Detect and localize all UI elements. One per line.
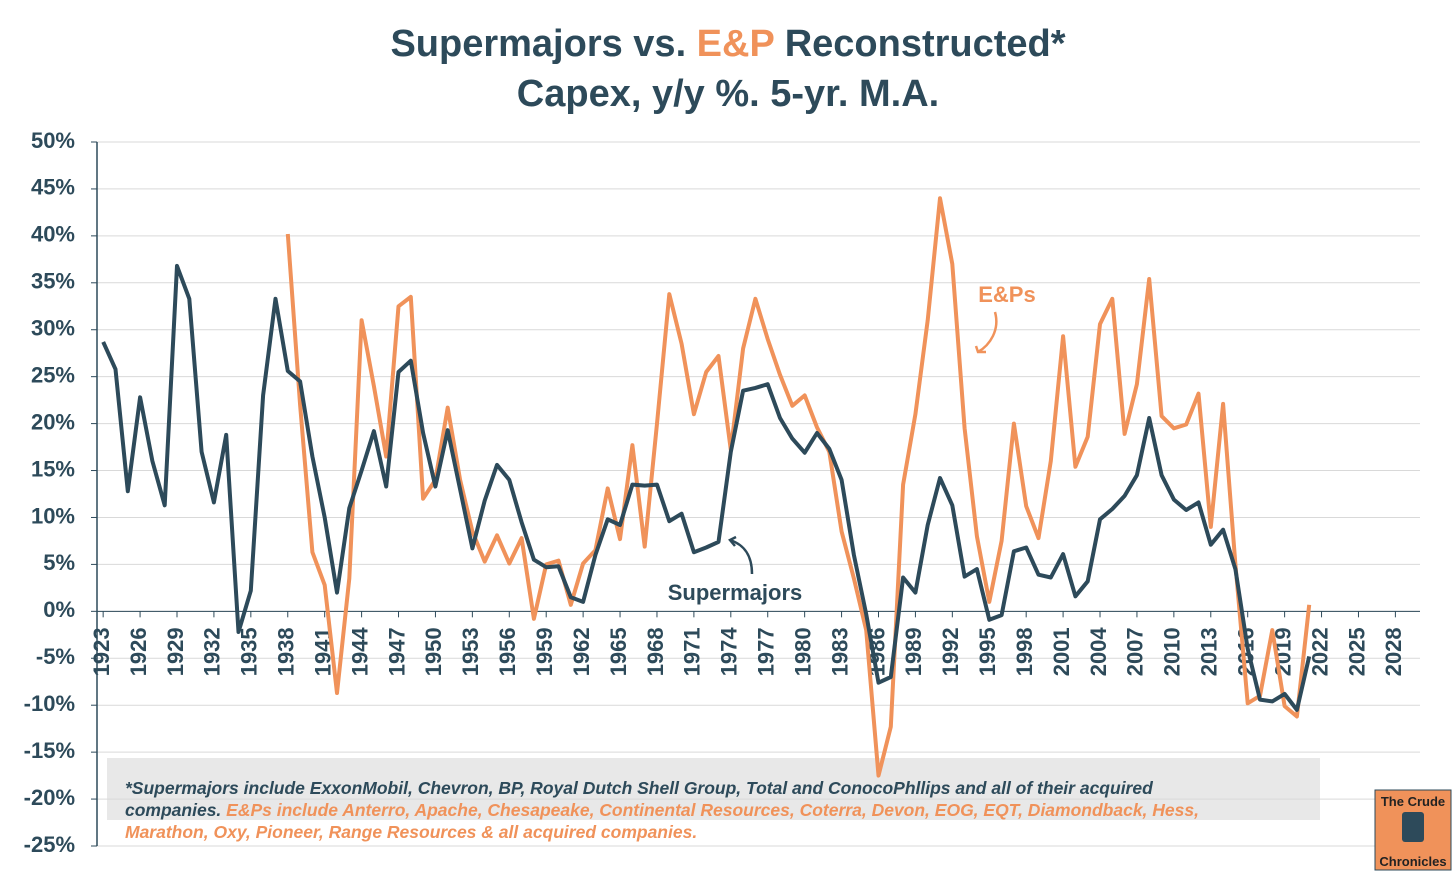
x-tick-label: 1959 xyxy=(532,627,557,676)
footnote-part: *Supermajors include ExxonMobil, Chevron… xyxy=(125,778,1153,798)
y-tick-label: 45% xyxy=(31,175,75,200)
x-tick-label: 1944 xyxy=(347,627,372,677)
footnote-part: E&Ps include Anterro, Apache, Chesapeake… xyxy=(221,800,1199,820)
chart-subtitle: Capex, y/y %. 5-yr. M.A. xyxy=(517,73,939,115)
x-tick-label: 2004 xyxy=(1086,627,1111,677)
x-tick-label: 1971 xyxy=(680,627,705,676)
logo-text: Chronicles xyxy=(1379,854,1446,869)
y-tick-label: 40% xyxy=(31,222,75,247)
y-tick-label: 50% xyxy=(31,128,75,153)
x-tick-label: 1989 xyxy=(901,627,926,676)
x-tick-label: 1965 xyxy=(606,627,631,676)
y-tick-label: 30% xyxy=(31,316,75,341)
footnote-line: companies. E&Ps include Anterro, Apache,… xyxy=(125,800,1199,820)
annotation-arrowhead xyxy=(728,535,737,547)
annotation: Supermajors xyxy=(668,580,803,605)
x-tick-label: 1956 xyxy=(495,627,520,676)
footnote-line: Marathon, Oxy, Pioneer, Range Resources … xyxy=(125,822,697,842)
y-tick-label: 15% xyxy=(31,456,75,481)
x-tick-label: 1998 xyxy=(1012,627,1037,676)
footnote-line: *Supermajors include ExxonMobil, Chevron… xyxy=(125,778,1153,798)
x-tick-label: 1923 xyxy=(89,627,114,676)
x-tick-label: 1938 xyxy=(274,627,299,676)
x-tick-label: 1947 xyxy=(384,627,409,676)
x-tick-label: 2007 xyxy=(1123,627,1148,676)
x-tick-label: 1977 xyxy=(754,627,779,676)
x-tick-label: 1974 xyxy=(717,627,742,677)
x-tick-label: 1995 xyxy=(975,627,1000,676)
x-tick-label: 1929 xyxy=(163,627,188,676)
title-part: E&P xyxy=(686,23,774,65)
x-tick-label: 1953 xyxy=(458,627,483,676)
footnote-box xyxy=(107,758,1320,820)
x-tick-label: 1968 xyxy=(643,627,668,676)
annotation-arrowhead xyxy=(974,345,986,354)
x-tick-label: 2025 xyxy=(1344,627,1369,676)
x-tick-label: 1950 xyxy=(421,627,446,676)
series-line xyxy=(285,196,1312,778)
annotation-arrow xyxy=(977,311,998,354)
footnote-part: companies. xyxy=(125,800,221,820)
y-tick-label: 10% xyxy=(31,503,75,528)
x-tick-label: 1926 xyxy=(126,627,151,676)
title-part: Supermajors vs. xyxy=(390,23,686,65)
x-tick-label: 1992 xyxy=(938,627,963,676)
x-tick-label: 2010 xyxy=(1160,627,1185,676)
y-tick-label: 5% xyxy=(43,550,75,575)
annotation-arrow xyxy=(729,538,754,575)
y-tick-label: 25% xyxy=(31,362,75,387)
x-tick-label: 2001 xyxy=(1049,627,1074,676)
logo-text: The Crude xyxy=(1381,794,1445,809)
footnote: *Supermajors include ExxonMobil, Chevron… xyxy=(125,778,1199,842)
footnote-part: Marathon, Oxy, Pioneer, Range Resources … xyxy=(125,822,697,842)
y-tick-label: -10% xyxy=(24,691,75,716)
plot: 50% 45% 40% 35% 30% 25% 20% 15% 10% 5% 0% -5% -10% -1… xyxy=(24,128,1420,857)
y-tick-label: -20% xyxy=(24,785,75,810)
chart-title: Supermajors vs. E&P Reconstructed* xyxy=(390,23,1065,65)
x-tick-label: 1980 xyxy=(790,627,815,676)
title-part: Reconstructed* xyxy=(774,23,1066,65)
title-group: Supermajors vs. E&P Reconstructed* xyxy=(390,23,1065,65)
x-tick-label: 2028 xyxy=(1381,627,1406,676)
y-tick-label: 0% xyxy=(43,597,75,622)
x-tick-label: 1962 xyxy=(569,627,594,676)
y-tick-label: -15% xyxy=(24,738,75,763)
y-tick-label: 35% xyxy=(31,269,75,294)
logo-barrel xyxy=(1402,812,1424,842)
x-tick-label: 1935 xyxy=(237,627,262,676)
x-tick-label: 1983 xyxy=(827,627,852,676)
annotation: E&Ps xyxy=(978,282,1035,307)
x-tick-label: 2022 xyxy=(1307,627,1332,676)
series-line xyxy=(101,263,1312,712)
y-tick-label: -25% xyxy=(24,832,75,857)
x-tick-label: 2013 xyxy=(1197,627,1222,676)
x-tick-label: 1932 xyxy=(200,627,225,676)
y-tick-label: -5% xyxy=(36,644,75,669)
y-tick-label: 20% xyxy=(31,409,75,434)
